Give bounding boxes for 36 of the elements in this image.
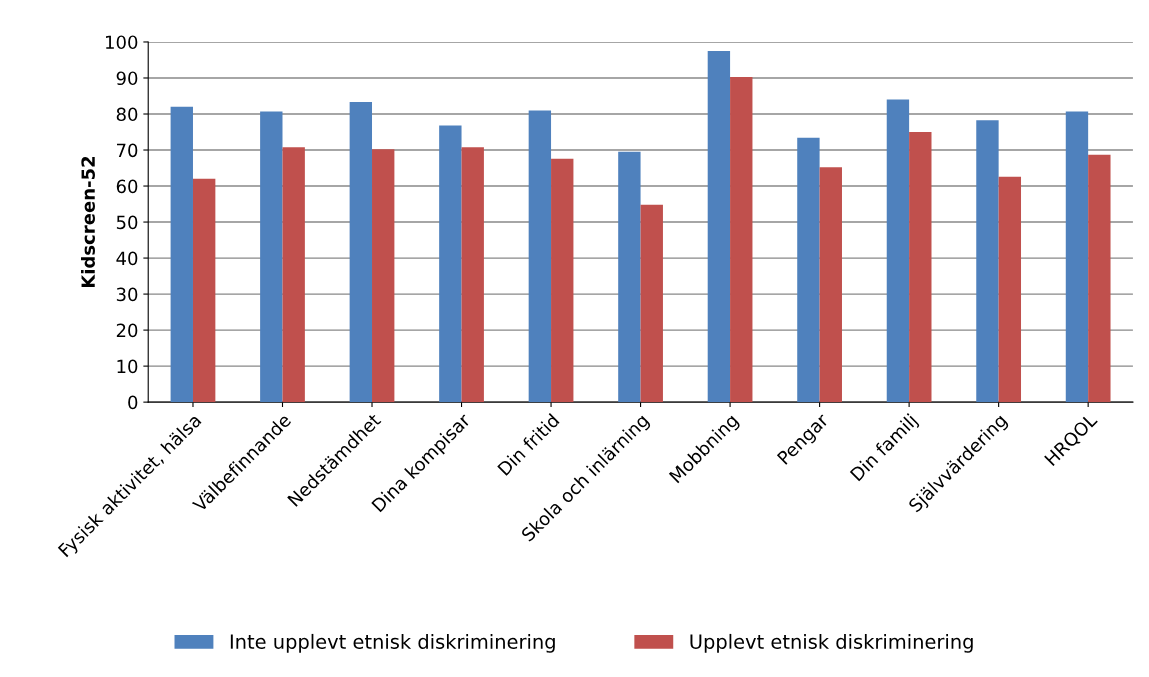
bar [528, 110, 552, 403]
bar [282, 147, 305, 403]
bar [797, 137, 820, 403]
legend-label: Inte upplevt etnisk diskriminering [230, 633, 555, 653]
bar [998, 176, 1022, 403]
y-tick-label: 90 [116, 71, 138, 86]
bar [707, 50, 731, 403]
y-tick-label: 20 [116, 323, 138, 338]
y-tick-label: 10 [117, 359, 138, 374]
y-tick-label: 30 [116, 287, 138, 302]
bar [192, 178, 216, 403]
legend-label: Upplevt etnisk diskriminering [690, 633, 973, 653]
bar [909, 132, 932, 403]
bar [1088, 154, 1111, 403]
y-axis-title: Kidscreen-52 [81, 156, 95, 288]
y-tick-label: 50 [116, 215, 138, 230]
bar [260, 111, 283, 403]
bar [461, 147, 484, 403]
bar [976, 120, 999, 403]
y-tick-label: 0 [128, 395, 138, 410]
bar [640, 204, 663, 403]
bar [349, 102, 373, 403]
bar [1065, 111, 1089, 403]
bar [439, 125, 462, 403]
bar [551, 158, 574, 403]
bar [730, 76, 753, 403]
y-tick-label: 80 [116, 107, 138, 122]
y-tick-label: 70 [117, 143, 138, 158]
bar [618, 151, 641, 403]
bar [819, 167, 842, 403]
bar [372, 149, 395, 403]
y-tick-label: 100 [106, 35, 138, 50]
bar [170, 106, 193, 403]
y-tick-label: 60 [116, 179, 138, 194]
y-tick-label: 40 [116, 251, 138, 266]
bar [886, 99, 910, 403]
